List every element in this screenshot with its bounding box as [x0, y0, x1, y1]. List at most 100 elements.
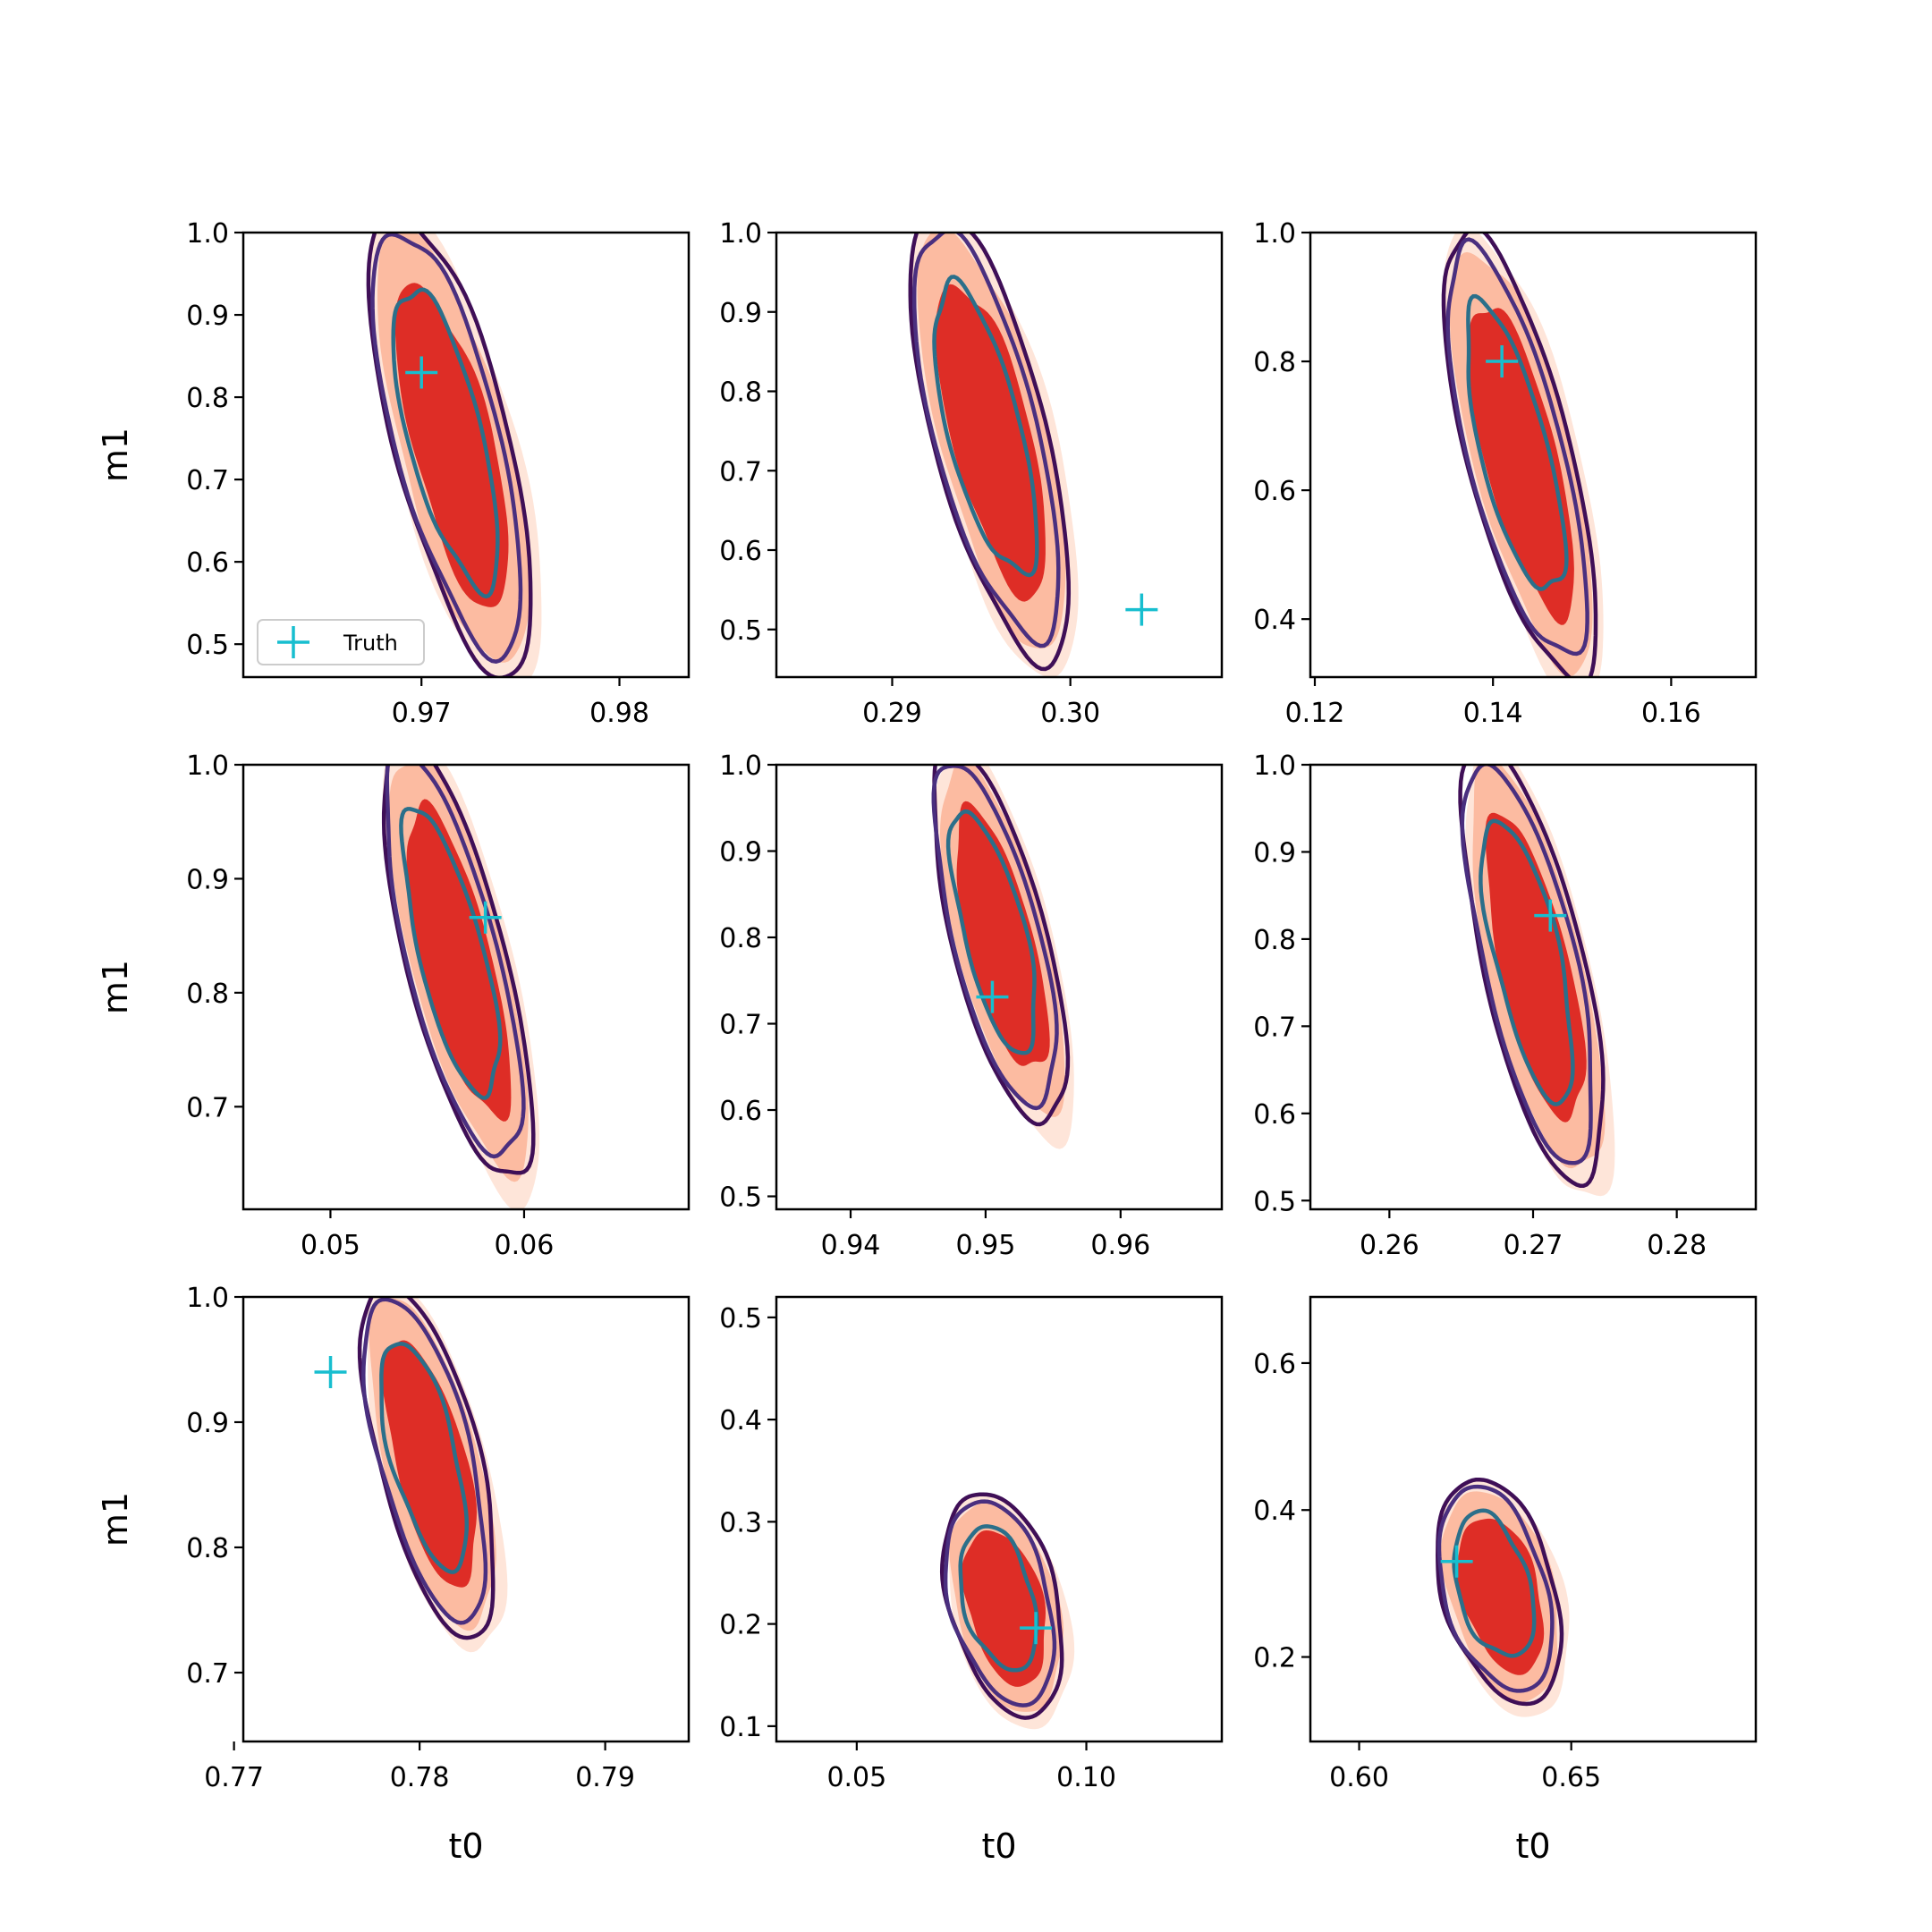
contour-line-mid — [911, 233, 1061, 648]
contour-line-outer — [366, 233, 533, 677]
x-tick-label: 0.60 — [1329, 1762, 1389, 1793]
y-tick-label: 0.2 — [1253, 1643, 1296, 1674]
truth-marker — [1125, 593, 1158, 626]
y-tick-label: 0.5 — [186, 630, 229, 661]
truth-marker — [314, 1356, 347, 1388]
contour-group — [314, 1297, 508, 1653]
y-tick-label: 0.9 — [1253, 837, 1296, 869]
x-tick-label: 0.10 — [1056, 1762, 1116, 1793]
contour-line-inner — [932, 275, 1039, 578]
contour-line-inner — [1479, 818, 1575, 1106]
y-tick-label: 0.6 — [719, 536, 762, 567]
subplot-7: 0.77 0.78 0.79 0.7 0.8 0.9 1.0 m1 t0 — [96, 1283, 691, 1866]
x-tick-label: 0.14 — [1463, 698, 1523, 729]
truth-marker — [1440, 1545, 1473, 1578]
y-tick-label: 0.6 — [1253, 1349, 1296, 1380]
contour-line-outer — [1458, 765, 1606, 1188]
x-tick-label: 0.30 — [1040, 698, 1100, 729]
y-tick-label: 0.5 — [719, 1303, 762, 1335]
subplot-4: 0.05 0.06 0.7 0.8 0.9 1.0 m1 — [96, 750, 691, 1261]
x-tick-label: 0.12 — [1285, 698, 1345, 729]
density-fill-inner — [394, 283, 509, 607]
x-axis-label: t0 — [981, 1826, 1016, 1866]
x-tick-label: 0.98 — [589, 698, 649, 729]
y-tick-label: 0.3 — [719, 1507, 762, 1538]
axes-frame — [1309, 1295, 1758, 1743]
axes-frame — [242, 1295, 691, 1743]
density-fill-inner — [406, 799, 512, 1122]
contour-line-outer — [381, 765, 536, 1175]
x-axis-label: t0 — [448, 1826, 483, 1866]
density-fill-inner — [935, 284, 1046, 602]
density-fill-inner — [381, 1340, 477, 1588]
contour-line-mid — [931, 765, 1059, 1111]
y-tick-label: 0.7 — [719, 1010, 762, 1041]
y-tick-label: 0.2 — [719, 1610, 762, 1641]
x-tick-label: 0.77 — [204, 1762, 264, 1793]
y-tick-label: 0.5 — [719, 1182, 762, 1214]
x-tick-label: 0.05 — [826, 1762, 886, 1793]
contour-line-inner — [399, 807, 503, 1100]
y-tick-label: 0.4 — [1253, 1496, 1296, 1527]
x-tick-label: 0.65 — [1541, 1762, 1601, 1793]
y-tick-label: 0.8 — [719, 377, 762, 409]
x-tick-label: 0.05 — [301, 1230, 360, 1261]
contour-line-mid — [1436, 1484, 1555, 1693]
subplot-8: 0.05 0.10 0.1 0.2 0.3 0.4 0.5 t0 — [719, 1295, 1224, 1866]
contour-line-inner — [958, 1524, 1039, 1673]
x-tick-label: 0.27 — [1504, 1230, 1563, 1261]
contour-line-outer — [1436, 1477, 1564, 1707]
contour-line-mid — [943, 1499, 1057, 1707]
x-tick-label: 0.95 — [956, 1230, 1016, 1261]
contour-line-mid — [385, 765, 526, 1159]
y-tick-label: 1.0 — [1253, 750, 1296, 782]
contour-line-inner — [379, 1342, 470, 1574]
x-tick-label: 0.28 — [1647, 1230, 1707, 1261]
x-tick-label: 0.29 — [862, 698, 922, 729]
y-tick-label: 0.7 — [1253, 1012, 1296, 1043]
subplot-6: 0.26 0.27 0.28 0.5 0.6 0.7 0.8 0.9 1.0 — [1253, 750, 1758, 1261]
density-fill-inner — [956, 801, 1050, 1066]
density-fill-inner — [1468, 308, 1574, 625]
axes-frame — [775, 231, 1224, 679]
x-tick-label: 0.06 — [495, 1230, 555, 1261]
y-tick-label: 0.8 — [1253, 925, 1296, 956]
truth-marker — [1534, 899, 1567, 932]
y-tick-label: 0.6 — [1253, 1099, 1296, 1131]
x-tick-label: 0.97 — [392, 698, 452, 729]
contour-group — [1441, 233, 1604, 677]
subplot-9: 0.60 0.65 0.2 0.4 0.6 t0 — [1253, 1295, 1758, 1866]
axes-frame — [242, 231, 691, 679]
y-tick-label: 1.0 — [186, 750, 229, 782]
contour-line-mid — [361, 1297, 488, 1625]
axes-frame — [775, 1295, 1224, 1743]
subplot-3: 0.12 0.14 0.16 0.4 0.6 0.8 1.0 — [1253, 218, 1758, 729]
contour-line-inner — [391, 287, 500, 599]
y-tick-label: 0.8 — [186, 979, 229, 1010]
y-tick-label: 0.1 — [719, 1712, 762, 1743]
truth-marker — [976, 980, 1009, 1013]
subplot-5: 0.94 0.95 0.96 0.5 0.6 0.7 0.8 0.9 1.0 — [719, 750, 1224, 1261]
x-axis-label: t0 — [1515, 1826, 1550, 1866]
axes-frame — [775, 763, 1224, 1211]
legend-label: Truth — [343, 631, 398, 656]
y-tick-label: 1.0 — [719, 218, 762, 250]
y-tick-label: 0.4 — [719, 1405, 762, 1436]
contour-group — [1458, 765, 1615, 1197]
y-tick-label: 0.9 — [719, 298, 762, 329]
legend: Truth — [257, 619, 425, 665]
contour-group — [939, 1492, 1075, 1730]
y-tick-label: 0.5 — [1253, 1186, 1296, 1217]
contour-group — [1436, 1477, 1570, 1717]
y-axis-label: m1 — [96, 428, 135, 482]
y-tick-label: 0.8 — [186, 383, 229, 414]
axes-frame — [1309, 231, 1758, 679]
y-tick-label: 0.8 — [719, 923, 762, 954]
y-tick-label: 0.6 — [719, 1096, 762, 1127]
subplot-2: 0.29 0.30 0.5 0.6 0.7 0.8 0.9 1.0 — [719, 218, 1224, 729]
y-tick-label: 0.8 — [1253, 347, 1296, 378]
x-tick-label: 0.96 — [1090, 1230, 1150, 1261]
y-tick-label: 0.9 — [719, 837, 762, 869]
x-tick-label: 0.94 — [821, 1230, 881, 1261]
